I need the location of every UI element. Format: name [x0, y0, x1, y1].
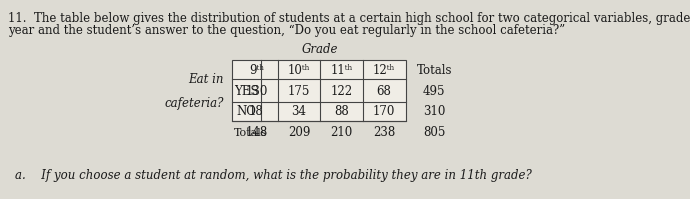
Text: 18: 18 [249, 105, 264, 118]
Text: Grade: Grade [302, 43, 339, 56]
Bar [232, 60, 406, 121]
Text: 130: 130 [246, 85, 268, 98]
Text: 10ᵗʰ: 10ᵗʰ [288, 64, 310, 77]
Text: 12ᵗʰ: 12ᵗʰ [373, 64, 395, 77]
Text: 9ᵗʰ: 9ᵗʰ [249, 64, 264, 77]
Text: 209: 209 [288, 126, 310, 139]
Text: 310: 310 [423, 105, 446, 118]
Text: 122: 122 [331, 85, 353, 98]
Text: year and the student’s answer to the question, “Do you eat regularly in the scho: year and the student’s answer to the que… [8, 24, 565, 37]
Text: a.  If you choose a student at random, what is the probability they are in 11th : a. If you choose a student at random, wh… [15, 169, 532, 182]
Text: Totals: Totals [235, 128, 268, 138]
Text: 175: 175 [288, 85, 310, 98]
Text: 210: 210 [331, 126, 353, 139]
Text: 68: 68 [377, 85, 391, 98]
Text: NO: NO [237, 105, 257, 118]
Text: Totals: Totals [417, 64, 452, 77]
Text: Eat in: Eat in [188, 73, 224, 86]
Text: 238: 238 [373, 126, 395, 139]
Text: YES: YES [234, 85, 259, 98]
Text: cafeteria?: cafeteria? [165, 97, 224, 110]
Text: 805: 805 [423, 126, 446, 139]
Text: 11.  The table below gives the distribution of students at a certain high school: 11. The table below gives the distributi… [8, 12, 690, 25]
Text: 88: 88 [334, 105, 349, 118]
Text: 495: 495 [423, 85, 446, 98]
Text: 148: 148 [246, 126, 268, 139]
Text: 170: 170 [373, 105, 395, 118]
Text: 34: 34 [291, 105, 306, 118]
Text: 11ᵗʰ: 11ᵗʰ [331, 64, 353, 77]
